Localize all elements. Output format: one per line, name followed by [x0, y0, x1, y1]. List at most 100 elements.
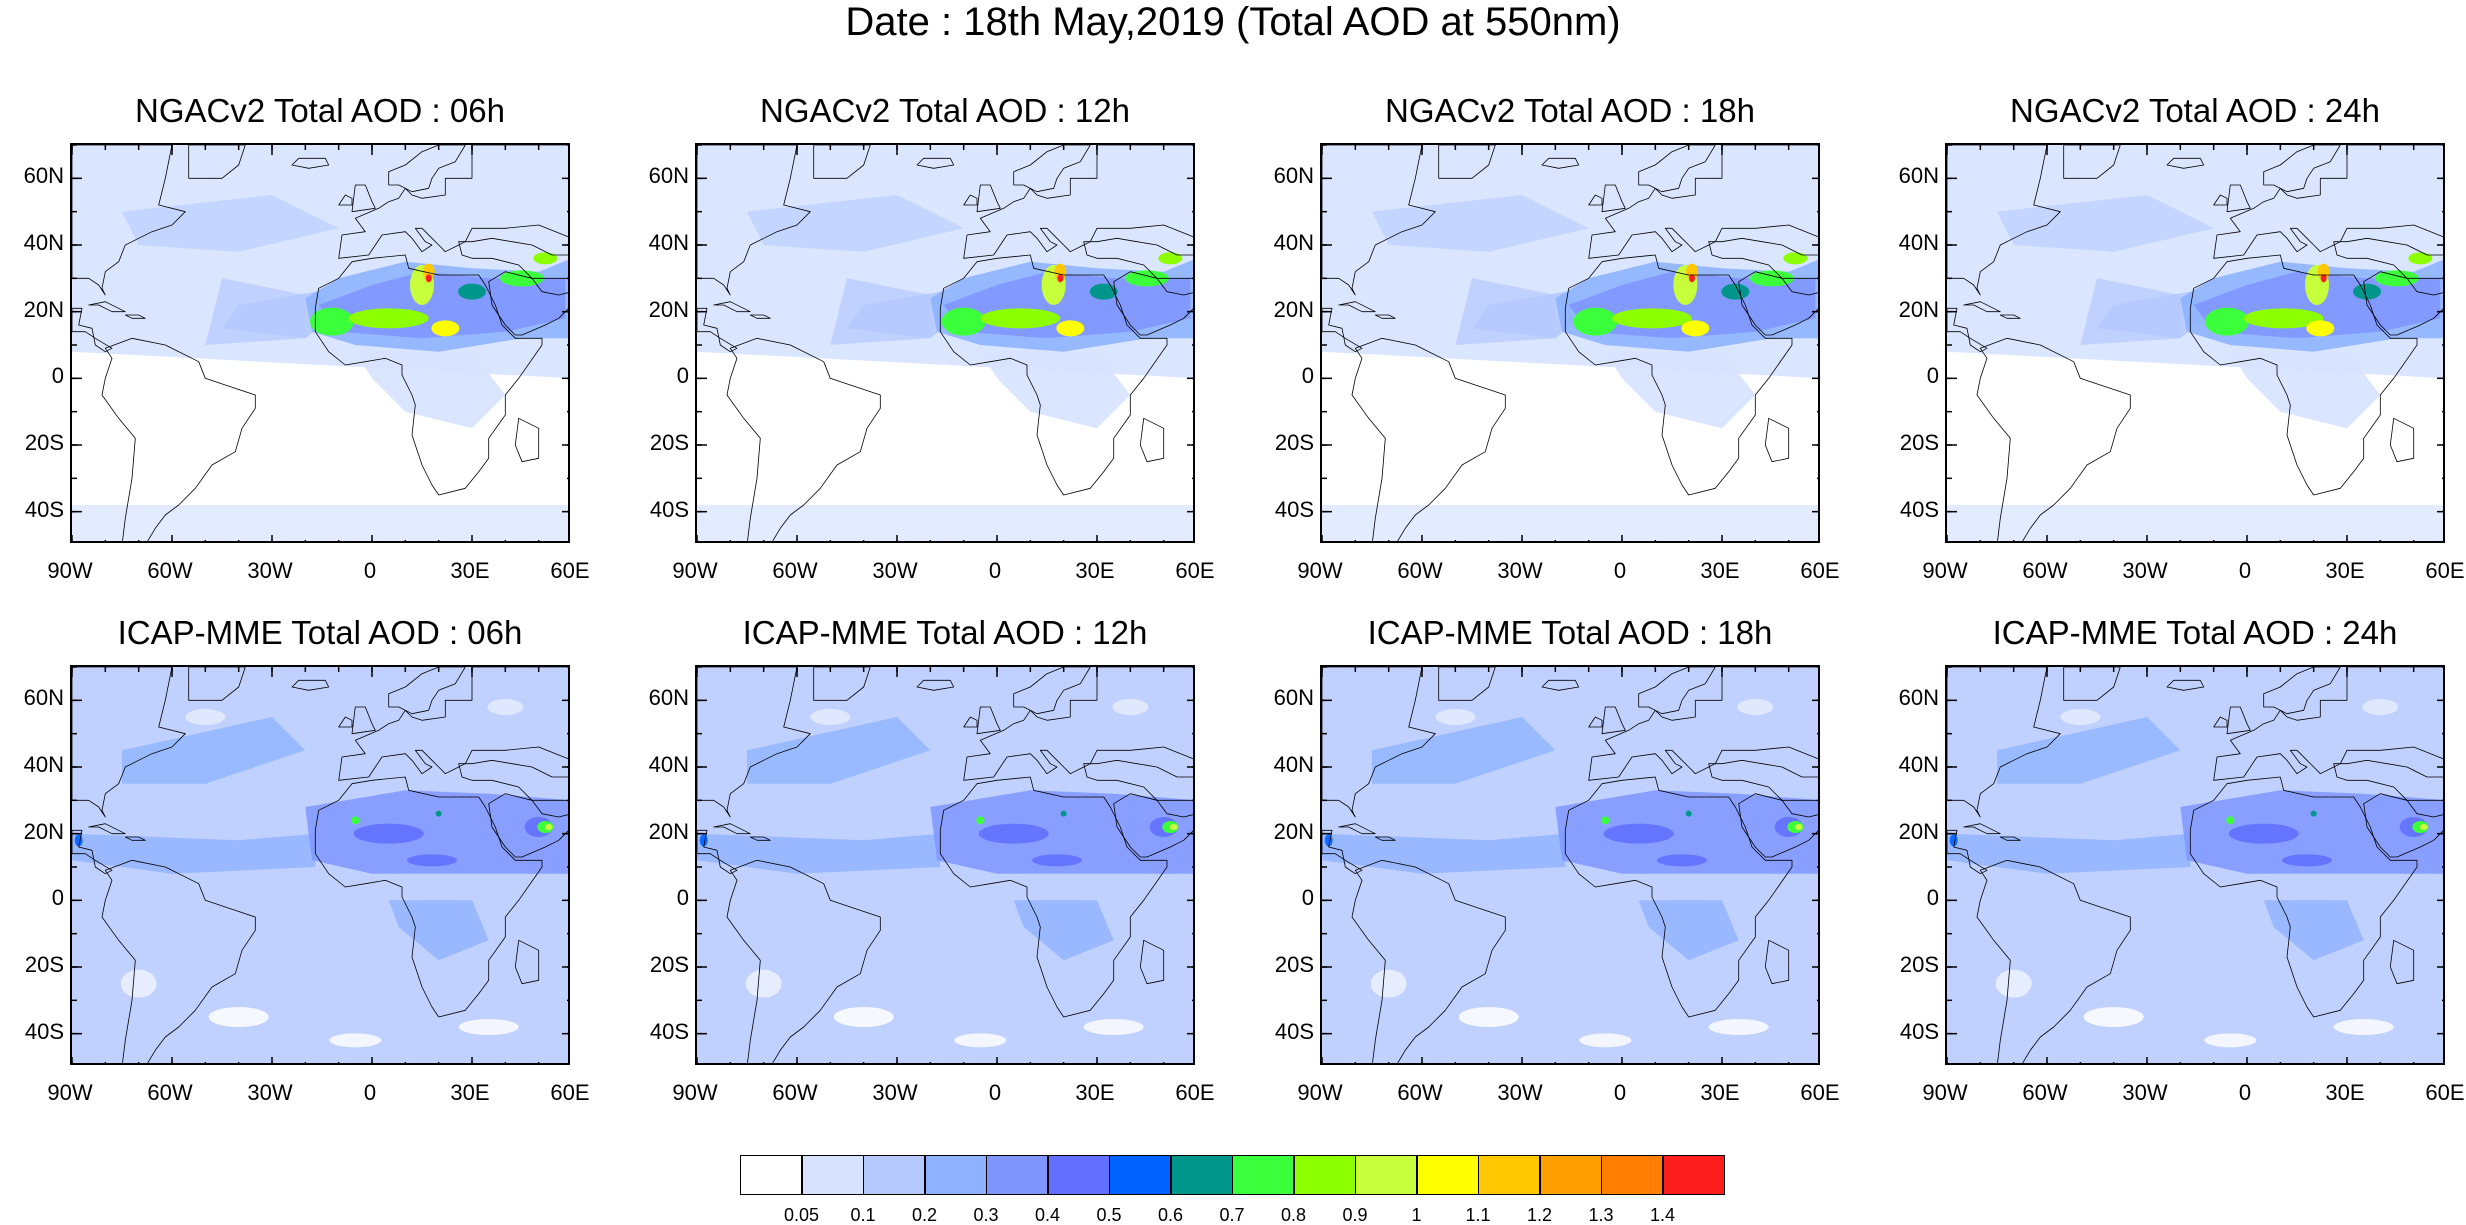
lat-tick-label: 0 [1301, 885, 1314, 911]
aod-map [1320, 665, 1820, 1065]
lat-tick-label: 40S [649, 1018, 689, 1044]
lat-tick-label: 0 [676, 363, 689, 389]
colorbar-label: 0.5 [1096, 1205, 1122, 1225]
lon-tick-label: 0 [988, 558, 1002, 583]
lat-tick-label: 20S [1274, 952, 1314, 977]
lon-tick-label: 90W [672, 1080, 718, 1105]
panel-title: ICAP-MME Total AOD : 12h [742, 614, 1148, 651]
aod-map [1945, 665, 2445, 1065]
lat-tick-label: 20N [1273, 818, 1314, 844]
colorbar-swatch [1416, 1155, 1479, 1195]
colorbar-label: 1.1 [1465, 1205, 1491, 1225]
lat-tick-label: 0 [1301, 363, 1314, 389]
lon-tick-label: 30W [2122, 558, 2168, 583]
lon-tick-label: 30E [2325, 558, 2365, 583]
aod-field-svg [1947, 667, 2443, 1063]
lat-tick-label: 20S [1274, 430, 1314, 455]
lon-tick-label: 60W [1397, 1080, 1443, 1105]
lon-tick-label: 60E [2425, 1080, 2465, 1105]
lon-tick-label: 0 [1613, 558, 1627, 583]
lat-tick-label: 40N [1898, 230, 1939, 255]
lon-tick-label: 60E [550, 1080, 590, 1105]
lon-tick-label: 90W [1297, 1080, 1343, 1105]
lat-tick-label: 0 [51, 885, 64, 911]
lat-tick-label: 40N [648, 752, 689, 777]
aod-field-svg [1322, 667, 1818, 1063]
colorbar-swatch [1355, 1155, 1417, 1195]
lat-tick-label: 20S [24, 952, 64, 977]
lat-tick-label: 60N [1273, 685, 1314, 711]
figure-title: Date : 18th May,2019 (Total AOD at 550nm… [845, 0, 1621, 44]
lon-tick-label: 0 [988, 1080, 1002, 1105]
lon-tick-label: 60E [1175, 1080, 1215, 1105]
aod-field-svg [72, 145, 568, 541]
colorbar-swatch [863, 1155, 925, 1195]
colorbar-label: 0.8 [1280, 1205, 1307, 1225]
lon-tick-label: 30W [247, 1080, 293, 1105]
aod-map [695, 143, 1195, 543]
lat-tick-label: 40S [1274, 496, 1314, 522]
colorbar-swatch [1232, 1155, 1294, 1195]
lat-tick-label: 40S [649, 496, 689, 522]
lon-tick-label: 30W [872, 558, 918, 583]
lat-tick-label: 20S [1899, 430, 1939, 455]
lon-tick-label: 30W [1497, 558, 1543, 583]
colorbar-label: 0.1 [850, 1205, 876, 1225]
colorbar-swatch [740, 1155, 802, 1195]
lat-tick-label: 40N [1273, 752, 1314, 777]
colorbar-swatch [924, 1155, 987, 1195]
colorbar-swatch [1601, 1155, 1663, 1195]
aod-field-svg [697, 667, 1193, 1063]
colorbar-swatch [801, 1155, 864, 1195]
lat-tick-label: 40S [1274, 1018, 1314, 1044]
lon-tick-label: 60E [550, 558, 590, 583]
panel-title: ICAP-MME Total AOD : 18h [1367, 614, 1773, 651]
lat-tick-label: 60N [1898, 685, 1939, 711]
lon-tick-label: 30E [1075, 1080, 1115, 1105]
lat-tick-label: 60N [1273, 163, 1314, 189]
lat-tick-label: 40N [1273, 230, 1314, 255]
lon-tick-label: 60W [147, 1080, 193, 1105]
lat-tick-label: 40N [648, 230, 689, 255]
aod-map [70, 665, 570, 1065]
lat-tick-label: 40S [1899, 1018, 1939, 1044]
lon-tick-label: 90W [47, 1080, 93, 1105]
aod-map [1945, 143, 2445, 543]
lat-tick-label: 20N [1273, 296, 1314, 322]
colorbar-label: 0.9 [1342, 1205, 1368, 1225]
colorbar-label: 0.05 [783, 1205, 820, 1225]
lon-tick-label: 90W [1297, 558, 1343, 583]
colorbar-swatch [986, 1155, 1048, 1195]
panel-title: NGACv2 Total AOD : 18h [1385, 92, 1755, 129]
lat-tick-label: 20N [1898, 296, 1939, 322]
lon-tick-label: 30W [2122, 1080, 2168, 1105]
colorbar-label: 0.7 [1219, 1205, 1245, 1225]
lat-tick-label: 60N [23, 685, 64, 711]
lat-tick-label: 40N [1898, 752, 1939, 777]
colorbar-swatch [1293, 1155, 1356, 1195]
aod-field-svg [697, 145, 1193, 541]
lat-tick-label: 40N [23, 230, 64, 255]
lat-tick-label: 20S [1899, 952, 1939, 977]
lat-tick-label: 40S [24, 1018, 64, 1044]
colorbar-label: 0.4 [1034, 1205, 1061, 1225]
lat-tick-label: 40S [24, 496, 64, 522]
colorbar-label: 0.2 [911, 1205, 938, 1225]
lat-tick-label: 20S [649, 430, 689, 455]
lat-tick-label: 0 [51, 363, 64, 389]
panel-title: NGACv2 Total AOD : 06h [135, 92, 505, 129]
colorbar-label: 1 [1411, 1205, 1422, 1225]
lon-tick-label: 0 [2238, 1080, 2252, 1105]
lat-tick-label: 40N [23, 752, 64, 777]
colorbar-swatch [1109, 1155, 1171, 1195]
lon-tick-label: 90W [1922, 1080, 1968, 1105]
lon-tick-label: 60W [147, 558, 193, 583]
lat-tick-label: 0 [676, 885, 689, 911]
aod-field-svg [72, 667, 568, 1063]
lat-tick-label: 20N [648, 296, 689, 322]
lon-tick-label: 60W [1397, 558, 1443, 583]
lon-tick-label: 30W [247, 558, 293, 583]
colorbar-label: 0.6 [1157, 1205, 1184, 1225]
aod-map [70, 143, 570, 543]
lon-tick-label: 0 [363, 558, 377, 583]
